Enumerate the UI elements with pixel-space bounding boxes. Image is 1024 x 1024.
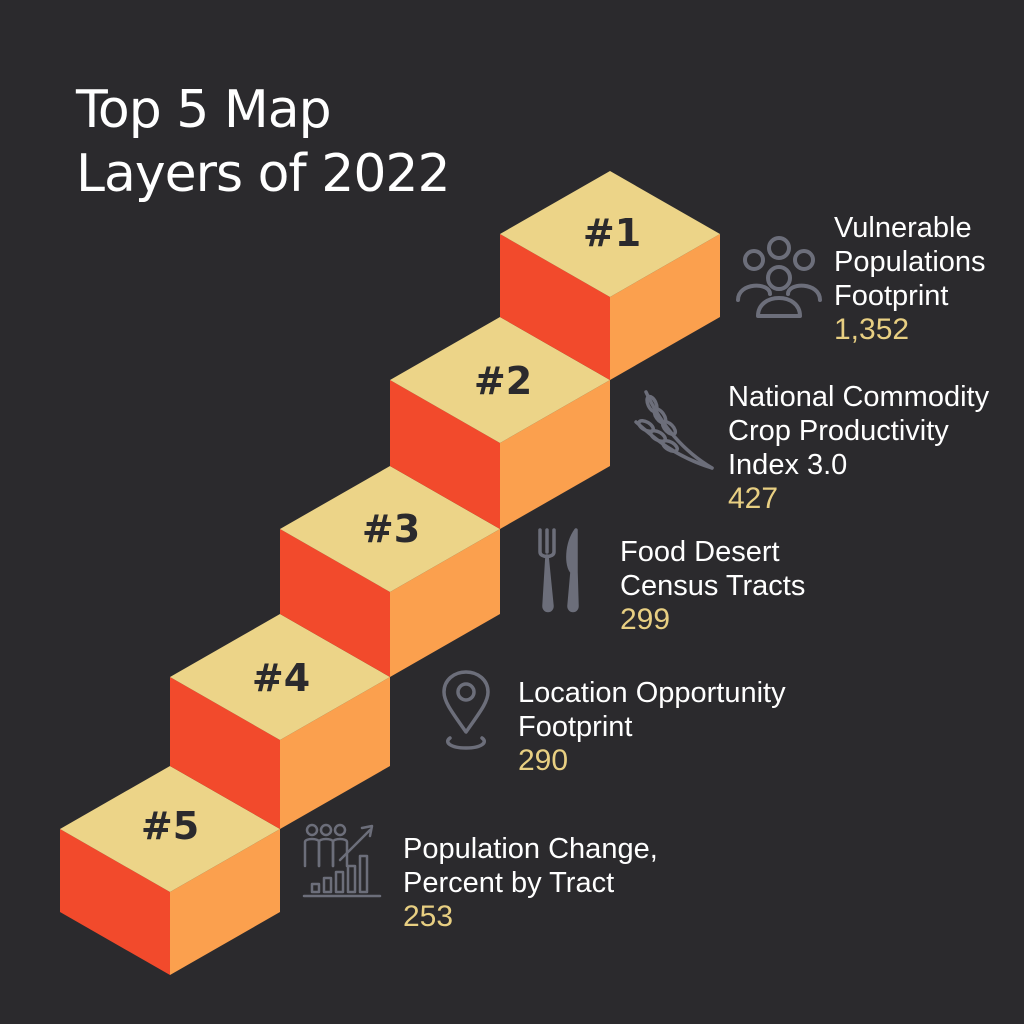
layer-1-entry: Vulnerable Populations Footprint 1,352 <box>834 211 986 347</box>
step-2-rank: #2 <box>474 359 532 403</box>
layer-2-entry: National Commodity Crop Productivity Ind… <box>728 380 989 516</box>
layer-3-name-line-2: Census Tracts <box>620 570 806 602</box>
layer-5-entry: Population Change, Percent by Tract 253 <box>403 832 658 934</box>
title-line-2: Layers of 2022 <box>76 144 451 204</box>
step-5-rank: #5 <box>141 804 199 848</box>
step-3-cube: #3 <box>280 466 500 677</box>
step-2-right-face <box>500 380 610 529</box>
step-1-cube: #1 <box>500 171 720 380</box>
step-2-left-face <box>390 380 500 529</box>
step-1-rank: #1 <box>583 211 641 255</box>
location-pin-icon <box>436 668 496 754</box>
layer-2-value: 427 <box>728 482 779 515</box>
layer-1-name: Vulnerable Populations Footprint <box>834 211 986 313</box>
step-3-rank: #3 <box>362 507 420 551</box>
layer-5-value: 253 <box>403 900 454 933</box>
layer-3-name-line-1: Food Desert <box>620 536 780 568</box>
layer-1-name-line-3: Footprint <box>834 280 949 312</box>
layer-4-name-line-1: Location Opportunity <box>518 677 786 709</box>
page-title: Top 5 Map Layers of 2022 <box>76 78 451 206</box>
layer-2-name-line-3: Index 3.0 <box>728 449 848 481</box>
layer-4-name: Location Opportunity Footprint <box>518 676 786 744</box>
layer-3-name: Food Desert Census Tracts <box>620 535 805 603</box>
people-group-icon <box>734 234 824 320</box>
layer-2-name: National Commodity Crop Productivity Ind… <box>728 380 989 482</box>
fork-knife-icon <box>532 526 588 616</box>
step-3-left-face <box>280 529 390 677</box>
layer-4-name-line-2: Footprint <box>518 711 633 743</box>
layer-1-name-line-2: Populations <box>834 246 986 278</box>
step-4-right-face <box>280 677 390 829</box>
layer-1-value: 1,352 <box>834 313 910 346</box>
layer-3-value: 299 <box>620 603 671 636</box>
step-1-top-face <box>500 171 720 297</box>
wheat-icon <box>628 388 718 474</box>
step-1-left-face <box>500 234 610 380</box>
layer-5-name: Population Change, Percent by Tract <box>403 832 658 900</box>
step-1-right-face <box>610 234 720 380</box>
step-3-right-face <box>390 529 500 677</box>
layer-4-entry: Location Opportunity Footprint 290 <box>518 676 786 778</box>
layer-5-name-line-1: Population Change, <box>403 833 658 865</box>
population-growth-icon <box>300 820 384 900</box>
step-4-left-face <box>170 677 280 829</box>
layer-2-name-line-1: National Commodity <box>728 381 990 413</box>
layer-1-name-line-1: Vulnerable <box>834 212 972 244</box>
step-5-right-face <box>170 829 280 975</box>
title-line-1: Top 5 Map <box>76 80 332 140</box>
layer-5-name-line-2: Percent by Tract <box>403 867 615 899</box>
layer-2-name-line-2: Crop Productivity <box>728 415 949 447</box>
layer-4-value: 290 <box>518 744 569 777</box>
step-5-left-face <box>60 829 170 975</box>
layer-3-entry: Food Desert Census Tracts 299 <box>620 535 805 637</box>
step-4-rank: #4 <box>252 656 310 700</box>
